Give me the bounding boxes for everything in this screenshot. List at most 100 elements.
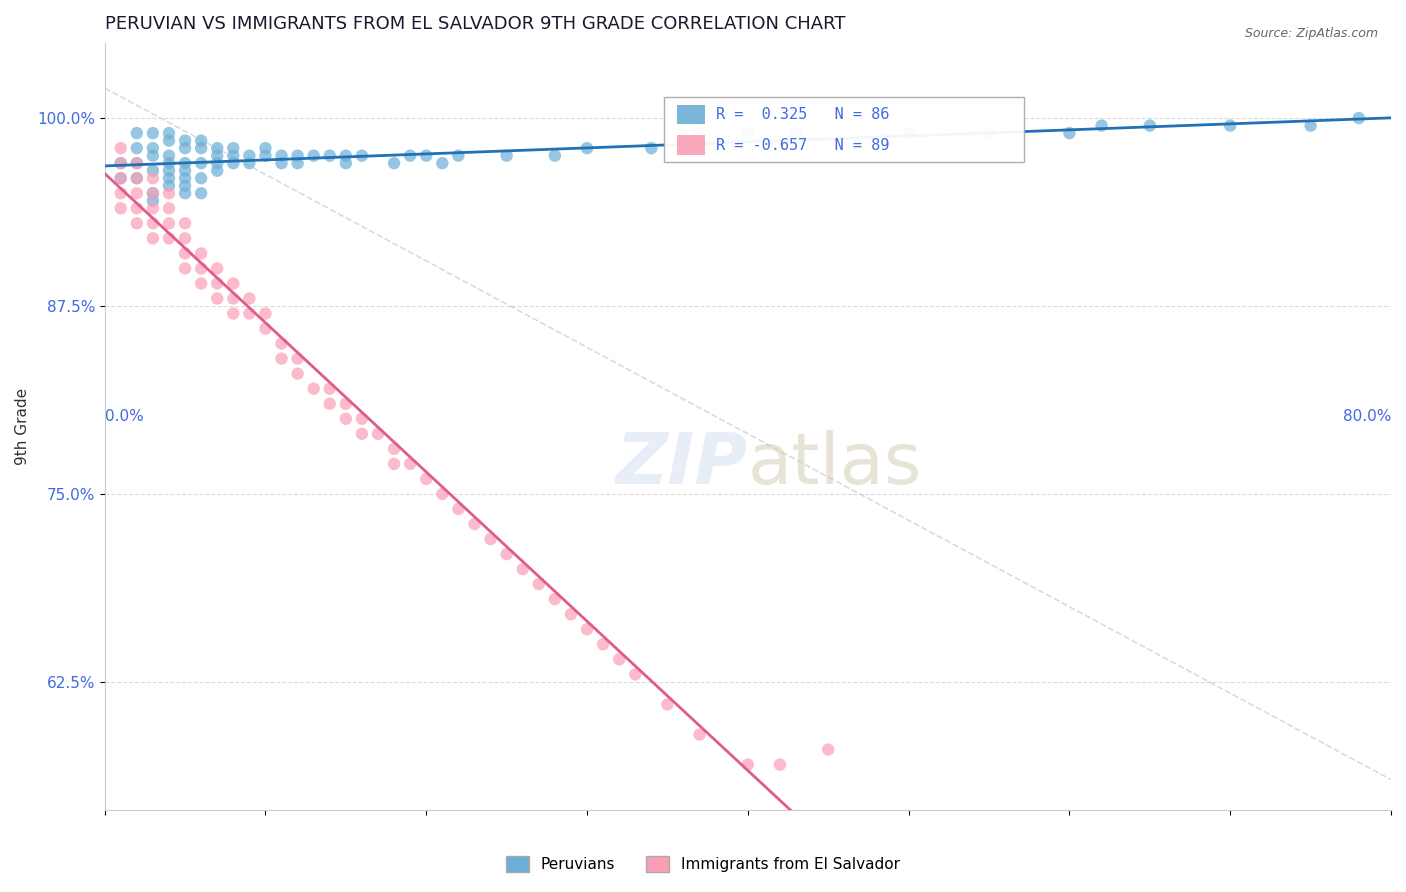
Text: PERUVIAN VS IMMIGRANTS FROM EL SALVADOR 9TH GRADE CORRELATION CHART: PERUVIAN VS IMMIGRANTS FROM EL SALVADOR … bbox=[104, 15, 845, 33]
Point bbox=[432, 156, 454, 170]
Point bbox=[142, 149, 165, 163]
FancyBboxPatch shape bbox=[664, 96, 1025, 161]
Point bbox=[190, 261, 212, 276]
Point bbox=[367, 426, 389, 441]
Y-axis label: 9th Grade: 9th Grade bbox=[15, 388, 30, 465]
Point bbox=[447, 149, 470, 163]
Point bbox=[110, 141, 132, 155]
Point bbox=[125, 216, 148, 230]
Point bbox=[125, 171, 148, 186]
Point bbox=[302, 382, 325, 396]
Point bbox=[1059, 126, 1081, 140]
Point bbox=[1090, 119, 1112, 133]
Point bbox=[157, 126, 180, 140]
Point bbox=[157, 178, 180, 193]
Point bbox=[270, 351, 292, 366]
Point bbox=[1219, 119, 1241, 133]
Point bbox=[174, 186, 197, 201]
Point bbox=[190, 186, 212, 201]
Point bbox=[125, 126, 148, 140]
Point bbox=[238, 306, 260, 320]
Point bbox=[544, 592, 567, 607]
Point bbox=[672, 141, 695, 155]
Point bbox=[447, 502, 470, 516]
Point bbox=[287, 351, 309, 366]
Point bbox=[157, 156, 180, 170]
Point bbox=[205, 163, 228, 178]
Point bbox=[1139, 119, 1161, 133]
Point bbox=[174, 216, 197, 230]
Point bbox=[270, 149, 292, 163]
Point bbox=[254, 306, 277, 320]
Point bbox=[319, 397, 342, 411]
Point bbox=[174, 163, 197, 178]
Point bbox=[607, 652, 630, 666]
Text: 0.0%: 0.0% bbox=[104, 409, 143, 425]
Point bbox=[689, 126, 711, 140]
Point bbox=[142, 126, 165, 140]
Point bbox=[254, 149, 277, 163]
Point bbox=[142, 171, 165, 186]
Point bbox=[205, 261, 228, 276]
Point bbox=[174, 156, 197, 170]
Point bbox=[657, 698, 679, 712]
Point bbox=[157, 186, 180, 201]
Point bbox=[174, 134, 197, 148]
Point bbox=[270, 156, 292, 170]
Point bbox=[222, 292, 245, 306]
Point bbox=[527, 577, 550, 591]
Point bbox=[190, 141, 212, 155]
Point bbox=[287, 149, 309, 163]
Point bbox=[350, 411, 373, 425]
Point bbox=[125, 156, 148, 170]
Point bbox=[222, 141, 245, 155]
Point bbox=[737, 757, 759, 772]
Point bbox=[110, 156, 132, 170]
Point bbox=[110, 201, 132, 215]
Point bbox=[142, 163, 165, 178]
Point bbox=[125, 156, 148, 170]
Point bbox=[1299, 119, 1322, 133]
Bar bbox=[678, 136, 706, 154]
Point bbox=[157, 231, 180, 245]
Point bbox=[350, 149, 373, 163]
Point bbox=[270, 336, 292, 351]
Point bbox=[157, 149, 180, 163]
Point bbox=[142, 216, 165, 230]
Point bbox=[222, 277, 245, 291]
Bar bbox=[678, 105, 706, 124]
Point bbox=[287, 367, 309, 381]
Point bbox=[142, 186, 165, 201]
Point bbox=[319, 149, 342, 163]
Text: 80.0%: 80.0% bbox=[1343, 409, 1391, 425]
Point bbox=[125, 201, 148, 215]
Point bbox=[238, 156, 260, 170]
Point bbox=[897, 126, 920, 140]
Point bbox=[110, 186, 132, 201]
Text: Source: ZipAtlas.com: Source: ZipAtlas.com bbox=[1244, 27, 1378, 40]
Point bbox=[110, 171, 132, 186]
Point bbox=[335, 149, 357, 163]
Point bbox=[205, 141, 228, 155]
Point bbox=[125, 171, 148, 186]
Point bbox=[254, 321, 277, 335]
Point bbox=[110, 156, 132, 170]
Point bbox=[157, 216, 180, 230]
Point bbox=[142, 186, 165, 201]
Point bbox=[190, 134, 212, 148]
Point bbox=[205, 149, 228, 163]
Text: R =  0.325   N = 86: R = 0.325 N = 86 bbox=[716, 107, 889, 122]
Point bbox=[576, 141, 599, 155]
Text: atlas: atlas bbox=[748, 430, 922, 500]
Point bbox=[238, 292, 260, 306]
Point bbox=[125, 186, 148, 201]
Point bbox=[1347, 111, 1369, 125]
Point bbox=[190, 277, 212, 291]
Point bbox=[205, 156, 228, 170]
Point bbox=[174, 171, 197, 186]
Point bbox=[817, 742, 839, 756]
Point bbox=[125, 141, 148, 155]
Point bbox=[222, 306, 245, 320]
Point bbox=[190, 171, 212, 186]
Point bbox=[382, 156, 405, 170]
